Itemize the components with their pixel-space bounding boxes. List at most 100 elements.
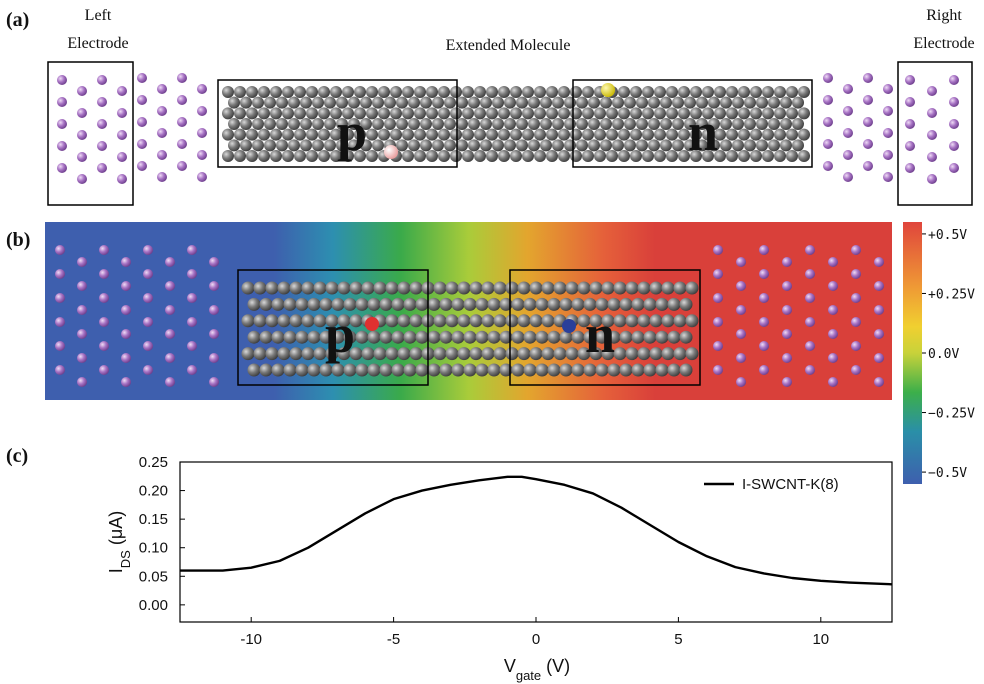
panel-label: (c) xyxy=(6,445,28,467)
atom xyxy=(392,331,405,344)
atom xyxy=(228,139,240,151)
atom xyxy=(759,245,769,255)
atom xyxy=(650,347,663,360)
atom xyxy=(420,97,432,109)
atom xyxy=(362,347,375,360)
atom xyxy=(242,347,255,360)
colorbar-label: −0.25V xyxy=(928,407,975,422)
atom xyxy=(282,107,294,119)
atom xyxy=(949,97,959,107)
atom xyxy=(618,150,630,162)
x-axis-label-part: V xyxy=(504,656,516,676)
atom xyxy=(883,106,893,116)
atom xyxy=(650,314,663,327)
atom xyxy=(560,298,573,311)
atom xyxy=(678,86,690,98)
atom xyxy=(187,293,197,303)
atom xyxy=(480,118,492,130)
atom xyxy=(248,364,261,377)
atom xyxy=(209,329,219,339)
atom xyxy=(426,129,438,141)
atom xyxy=(197,150,207,160)
atom xyxy=(177,161,187,171)
atom xyxy=(823,139,833,149)
atom xyxy=(187,341,197,351)
atom xyxy=(228,118,240,130)
atom xyxy=(548,364,561,377)
atom xyxy=(530,347,543,360)
atom xyxy=(851,317,861,327)
atom xyxy=(786,150,798,162)
atom xyxy=(762,107,774,119)
atom xyxy=(554,282,567,295)
atom xyxy=(927,86,937,96)
atom xyxy=(576,118,588,130)
atom xyxy=(378,129,390,141)
atom xyxy=(630,86,642,98)
atom xyxy=(386,282,399,295)
atom xyxy=(57,119,67,129)
atom xyxy=(197,128,207,138)
atom xyxy=(620,298,633,311)
atom xyxy=(736,377,746,387)
atom xyxy=(662,282,675,295)
atom xyxy=(883,172,893,182)
atom xyxy=(57,75,67,85)
atom xyxy=(165,329,175,339)
atom xyxy=(380,331,393,344)
atom xyxy=(680,364,693,377)
atom xyxy=(416,298,429,311)
atom xyxy=(260,331,273,344)
atom xyxy=(614,282,627,295)
atom xyxy=(177,139,187,149)
atom xyxy=(248,298,261,311)
atom xyxy=(576,139,588,151)
atom xyxy=(642,129,654,141)
atom xyxy=(446,282,459,295)
atom xyxy=(264,97,276,109)
atom xyxy=(117,108,127,118)
atom xyxy=(374,347,387,360)
atom xyxy=(282,150,294,162)
atom xyxy=(474,86,486,98)
atom xyxy=(57,97,67,107)
atom xyxy=(209,305,219,315)
atom xyxy=(300,97,312,109)
atom xyxy=(905,119,915,129)
atom xyxy=(187,317,197,327)
atom xyxy=(187,365,197,375)
atom xyxy=(805,341,815,351)
atom xyxy=(266,314,279,327)
atom xyxy=(416,364,429,377)
atom xyxy=(504,97,516,109)
atom xyxy=(510,107,522,119)
y-axis-label: IDS(μA) xyxy=(106,511,133,573)
atom xyxy=(482,282,495,295)
atom xyxy=(264,139,276,151)
atom xyxy=(506,347,519,360)
atom xyxy=(234,129,246,141)
atom xyxy=(165,377,175,387)
atom xyxy=(432,139,444,151)
atom xyxy=(306,107,318,119)
atom xyxy=(648,139,660,151)
atom xyxy=(342,86,354,98)
atom xyxy=(498,129,510,141)
y-tick-label: 0.05 xyxy=(139,568,168,585)
atom xyxy=(392,364,405,377)
atom xyxy=(632,298,645,311)
atom xyxy=(843,150,853,160)
atom xyxy=(308,331,321,344)
atom xyxy=(552,97,564,109)
atom xyxy=(756,139,768,151)
atom xyxy=(137,139,147,149)
atom xyxy=(404,298,417,311)
atom xyxy=(851,365,861,375)
atom xyxy=(863,95,873,105)
atom xyxy=(522,107,534,119)
atom xyxy=(222,107,234,119)
y-tick-label: 0.00 xyxy=(139,597,168,614)
atom xyxy=(366,107,378,119)
atom xyxy=(530,314,543,327)
atom xyxy=(240,97,252,109)
